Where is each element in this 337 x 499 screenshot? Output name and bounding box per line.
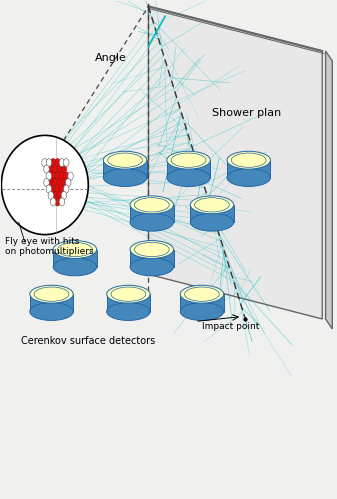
Polygon shape — [167, 160, 210, 178]
Polygon shape — [326, 51, 332, 329]
Polygon shape — [103, 160, 147, 178]
Text: Impact point: Impact point — [202, 322, 259, 331]
Ellipse shape — [130, 196, 174, 214]
Polygon shape — [180, 294, 224, 311]
Circle shape — [55, 159, 60, 167]
Circle shape — [59, 185, 65, 193]
Polygon shape — [227, 160, 270, 178]
Circle shape — [65, 179, 71, 187]
Text: Cerenkov surface detectors: Cerenkov surface detectors — [21, 336, 155, 346]
Circle shape — [51, 172, 56, 180]
Circle shape — [68, 172, 73, 180]
Text: Fly eye with hits
on photomultipliers: Fly eye with hits on photomultipliers — [5, 237, 93, 256]
Circle shape — [48, 165, 54, 173]
Ellipse shape — [130, 258, 174, 276]
Ellipse shape — [1, 135, 88, 235]
Ellipse shape — [227, 169, 270, 187]
Ellipse shape — [107, 302, 150, 320]
Circle shape — [48, 191, 54, 200]
Ellipse shape — [190, 213, 234, 231]
Ellipse shape — [167, 151, 210, 169]
Circle shape — [48, 179, 54, 187]
Ellipse shape — [107, 285, 150, 303]
Polygon shape — [130, 250, 174, 267]
Circle shape — [53, 179, 58, 187]
Ellipse shape — [130, 213, 174, 231]
Circle shape — [55, 198, 60, 206]
Text: Shower plan: Shower plan — [212, 107, 281, 118]
Circle shape — [61, 165, 67, 173]
Ellipse shape — [53, 258, 97, 276]
Circle shape — [55, 172, 60, 180]
Circle shape — [51, 159, 56, 167]
Circle shape — [61, 191, 67, 200]
Ellipse shape — [130, 241, 174, 258]
Circle shape — [63, 159, 69, 167]
Circle shape — [63, 185, 69, 193]
Circle shape — [59, 172, 65, 180]
Polygon shape — [190, 205, 234, 222]
Ellipse shape — [30, 285, 73, 303]
Circle shape — [59, 159, 65, 167]
Ellipse shape — [103, 151, 147, 169]
Ellipse shape — [103, 169, 147, 187]
Circle shape — [55, 185, 60, 193]
Circle shape — [57, 191, 62, 200]
Ellipse shape — [180, 302, 224, 320]
Polygon shape — [130, 205, 174, 222]
Circle shape — [46, 159, 52, 167]
Ellipse shape — [30, 302, 73, 320]
Polygon shape — [30, 294, 73, 311]
Circle shape — [44, 179, 49, 187]
Circle shape — [57, 165, 62, 173]
Circle shape — [51, 198, 56, 206]
Text: Angle: Angle — [95, 53, 127, 63]
Circle shape — [51, 185, 56, 193]
Ellipse shape — [167, 169, 210, 187]
Circle shape — [57, 179, 62, 187]
Polygon shape — [148, 6, 322, 319]
Ellipse shape — [190, 196, 234, 214]
Polygon shape — [53, 250, 97, 267]
Ellipse shape — [180, 285, 224, 303]
Circle shape — [42, 159, 47, 167]
Circle shape — [63, 172, 69, 180]
Polygon shape — [107, 294, 150, 311]
Circle shape — [53, 191, 58, 200]
Ellipse shape — [227, 151, 270, 169]
Circle shape — [59, 198, 65, 206]
Circle shape — [53, 165, 58, 173]
Ellipse shape — [53, 241, 97, 258]
Circle shape — [61, 179, 67, 187]
Circle shape — [46, 172, 52, 180]
Circle shape — [46, 185, 52, 193]
Circle shape — [44, 165, 49, 173]
